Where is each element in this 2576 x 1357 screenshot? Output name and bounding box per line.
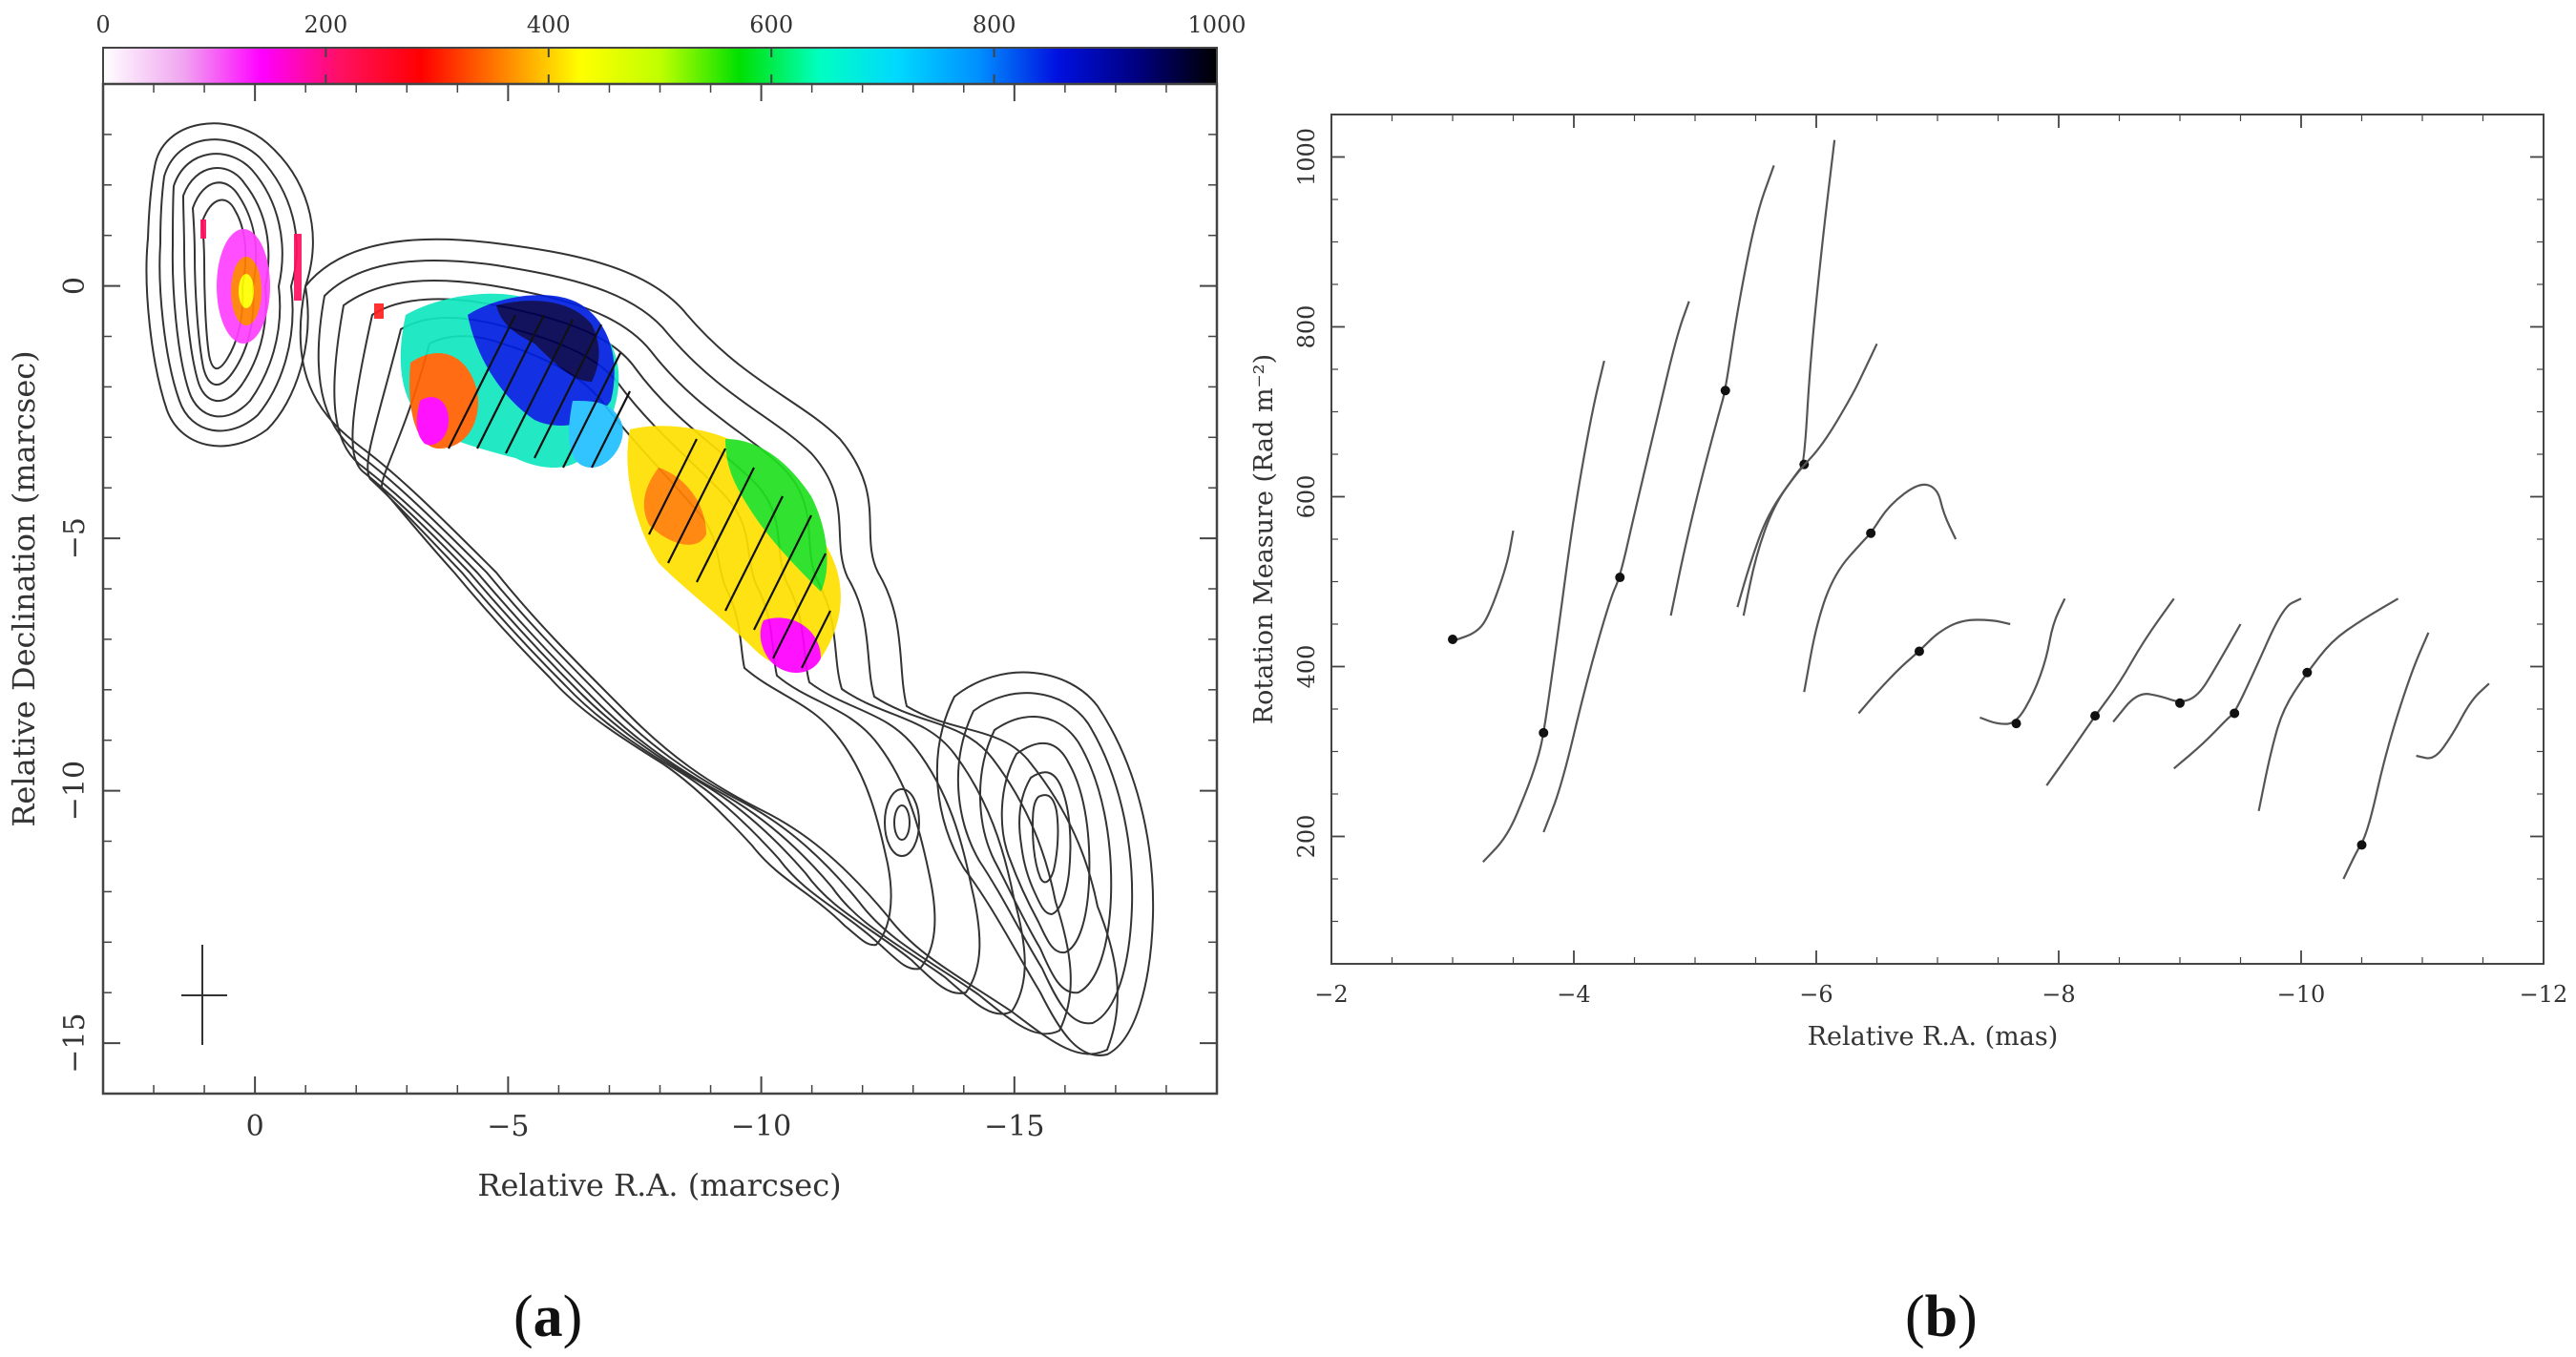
rm-color-overlay (200, 219, 841, 673)
lower-lobe-contours (884, 671, 1155, 1056)
rm-point-2 (1539, 727, 1549, 738)
y-tick-label: 1000 (1293, 128, 1320, 186)
rm-point-1 (1448, 635, 1457, 645)
x-tick-label: 0 (246, 1110, 264, 1143)
rm-curve-8 (1857, 618, 2011, 715)
rm-curve-3 (1542, 301, 1690, 833)
ylabel-a: Relative Declination (marcsec) (6, 350, 42, 826)
rm-point-3 (1615, 573, 1625, 583)
rm-curve-6 (1742, 343, 1878, 616)
y-tick-label: 200 (1293, 815, 1320, 859)
x-tick-label: −6 (1799, 981, 1833, 1008)
colorbar-tick-label: 600 (749, 11, 793, 38)
rm-curve-5 (1736, 139, 1836, 608)
colorbar-tick-label: 200 (304, 11, 347, 38)
rm-curve-13 (2257, 597, 2399, 812)
rm-point-14 (2356, 840, 2367, 850)
rm-point-11 (2175, 698, 2185, 708)
rm-curve-4 (1669, 165, 1775, 616)
x-tick-label: −4 (1557, 981, 1590, 1008)
rm-curve-10 (2045, 597, 2175, 786)
ylabel-b: Rotation Measure (Rad m⁻²) (1249, 354, 1279, 724)
rm-curve-11 (2112, 623, 2242, 723)
rm-curve-14 (2342, 632, 2430, 880)
colorbar-tick-label: 800 (973, 11, 1016, 38)
x-tick-label: −10 (2277, 981, 2326, 1008)
plot-area-b (1330, 114, 2545, 965)
x-tick-label: −15 (984, 1110, 1044, 1143)
colorbar-tick-label: 400 (527, 11, 571, 38)
y-tick-label: −10 (58, 761, 92, 821)
colorbar (102, 47, 1218, 85)
rm-curve-15 (2416, 682, 2490, 760)
y-tick-label: −15 (58, 1013, 92, 1073)
y-tick-label: 600 (1293, 475, 1320, 519)
rm-curve-12 (2172, 597, 2302, 770)
rm-curve-2 (1482, 360, 1605, 863)
colorbar-ticks: 0 200 400 600 800 1000 (95, 11, 1246, 84)
panel-b: −2 −4 −6 −8 −10 −12 200 400 600 800 1000 Relative … (1249, 114, 2568, 1052)
x-tick-label: −8 (2042, 981, 2075, 1008)
rm-curves (1448, 139, 2490, 880)
panel-label-a-letter: a (533, 1284, 563, 1349)
rm-point-4 (1720, 386, 1730, 396)
rm-curve-1 (1452, 530, 1515, 642)
colorbar-tick-label: 0 (95, 11, 110, 38)
axes-b-ticks: −2 −4 −6 −8 −10 −12 200 400 600 800 1000 (1293, 114, 2568, 1008)
panel-label-b-letter: b (1924, 1284, 1958, 1349)
rm-point-9 (2011, 719, 2021, 729)
beam-marker (181, 945, 227, 1045)
x-tick-label: −5 (487, 1110, 529, 1143)
y-tick-label: 800 (1293, 305, 1320, 349)
xlabel-a: Relative R.A. (marcsec) (477, 1167, 841, 1203)
panel-label-b: (b) (1905, 1284, 1978, 1349)
polarization-lines (448, 314, 831, 669)
rm-point-8 (1914, 646, 1924, 657)
rm-point-13 (2302, 667, 2313, 678)
radio-map (145, 122, 1155, 1056)
rm-point-7 (1866, 528, 1876, 538)
panel-label-a: (a) (513, 1284, 583, 1349)
y-tick-label: 0 (58, 277, 92, 295)
axes-a-ticks: 0 −5 −10 −15 0 −5 −10 −15 (58, 83, 1218, 1143)
rm-point-12 (2230, 708, 2240, 719)
xlabel-b: Relative R.A. (mas) (1808, 1022, 2059, 1052)
rm-point-10 (2090, 711, 2101, 721)
x-tick-label: −12 (2520, 981, 2568, 1008)
x-tick-label: −10 (731, 1110, 791, 1143)
rm-curve-9 (1979, 597, 2066, 725)
y-tick-label: 400 (1293, 645, 1320, 689)
x-tick-label: −2 (1314, 981, 1348, 1008)
rm-curve-7 (1803, 483, 1958, 693)
y-tick-label: −5 (58, 517, 92, 559)
colorbar-tick-label: 1000 (1187, 11, 1246, 38)
panel-a: 0 200 400 600 800 1000 (6, 11, 1246, 1203)
core-contours (145, 122, 314, 448)
